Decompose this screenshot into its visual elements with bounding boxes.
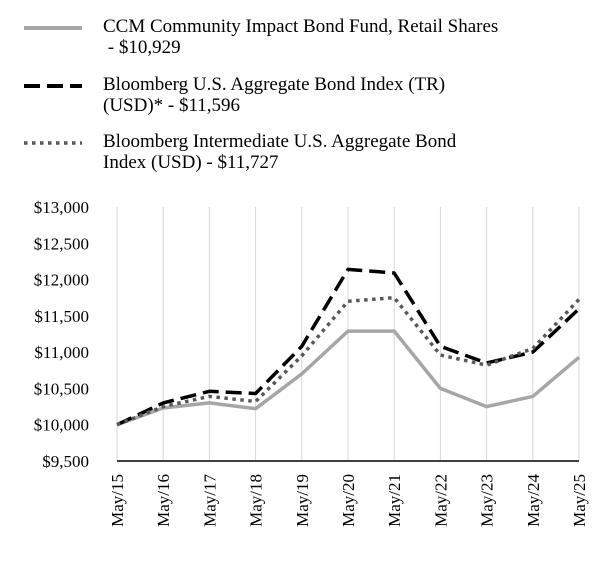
legend-label-1-line-1: (USD)* - $11,596 [103, 95, 240, 116]
y-tick-label: $11,500 [34, 307, 89, 326]
chart-legend: CCM Community Impact Bond Fund, Retail S… [24, 16, 498, 173]
x-tick-label: May/24 [524, 474, 543, 527]
x-tick-label: May/18 [247, 474, 266, 527]
y-tick-label: $11,000 [34, 343, 89, 362]
chart-grid [116, 207, 580, 461]
series-line-1 [116, 267, 581, 427]
y-tick-label: $10,500 [34, 379, 89, 398]
legend-label-0-line-1: - $10,929 [103, 37, 181, 58]
y-tick-label: $9,500 [42, 452, 89, 471]
y-axis: $9,500 $10,000 $10,500 $11,000 $11,500 $12,00… [34, 198, 89, 471]
series-line-2 [116, 295, 581, 427]
series-line-0 [116, 329, 581, 427]
chart-series [116, 267, 581, 427]
y-tick-label: $13,000 [34, 198, 89, 217]
x-tick-label: May/25 [570, 474, 589, 527]
x-tick-label: May/22 [431, 474, 450, 527]
legend-label-2-line-0: Bloomberg Intermediate U.S. Aggregate Bo… [103, 131, 457, 152]
x-tick-label: May/17 [200, 474, 219, 527]
legend-label-0-line-0: CCM Community Impact Bond Fund, Retail S… [103, 16, 498, 37]
x-tick-label: May/21 [385, 474, 404, 527]
y-tick-label: $12,000 [34, 271, 89, 290]
x-tick-label: May/15 [108, 474, 127, 527]
x-tick-label: May/20 [339, 474, 358, 527]
x-tick-label: May/19 [293, 474, 312, 527]
y-tick-label: $10,000 [34, 416, 89, 435]
legend-label-1-line-0: Bloomberg U.S. Aggregate Bond Index (TR) [103, 74, 445, 95]
legend-label-2-line-1: Index (USD) - $11,727 [103, 152, 279, 173]
x-tick-label: May/23 [478, 474, 497, 527]
y-tick-label: $12,500 [34, 234, 89, 253]
x-tick-label: May/16 [154, 474, 173, 527]
x-axis: May/15 May/16 May/17 May/18 May/19 May/20 May/… [108, 460, 589, 527]
